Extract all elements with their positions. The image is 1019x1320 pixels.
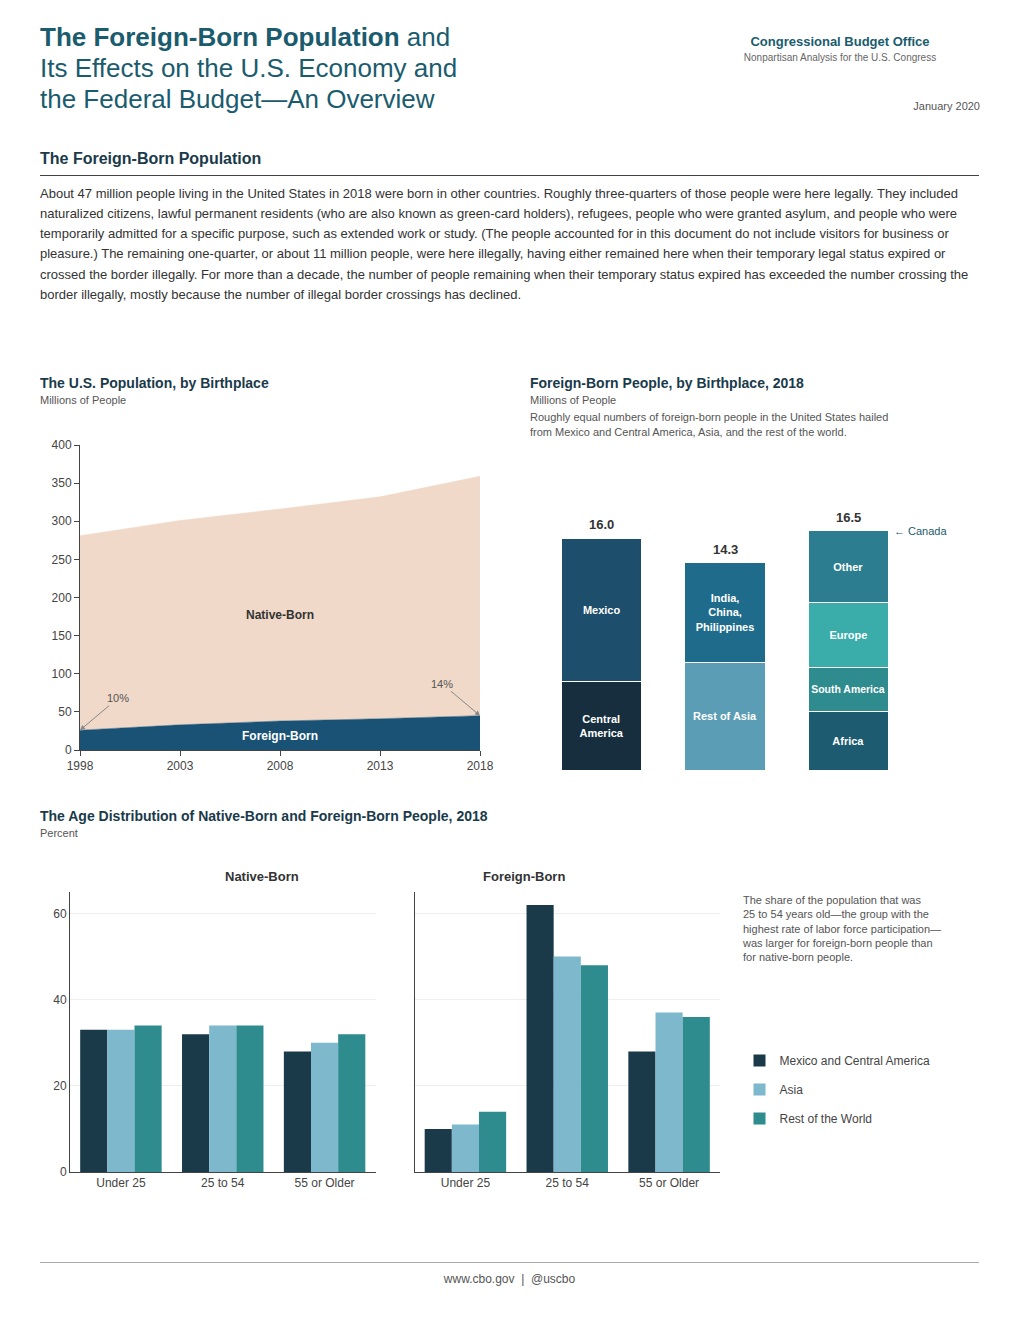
svg-text:← Canada: ← Canada <box>894 525 947 537</box>
html-text:The Age Distribution of Native: The Age Distribution of Native-Born and … <box>40 808 488 824</box>
svg-text:Rest of Asia: Rest of Asia <box>693 710 757 722</box>
svg-text:2003: 2003 <box>167 759 194 773</box>
svg-text:The share of the population th: The share of the population that was25 t… <box>742 894 941 963</box>
html-text:About 47 million people living: About 47 million people living in the Un… <box>40 186 969 302</box>
svg-text:14.3: 14.3 <box>713 542 738 557</box>
svg-text:0: 0 <box>60 1165 67 1179</box>
svg-text:100: 100 <box>52 667 72 681</box>
svg-text:200: 200 <box>52 591 72 605</box>
svg-text:2008: 2008 <box>267 759 294 773</box>
svg-text:Native-Born: Native-Born <box>225 869 299 884</box>
svg-text:Native-Born: Native-Born <box>246 608 314 622</box>
html-text:Congressional Budget Office: Congressional Budget Office <box>750 34 930 49</box>
svg-text:300: 300 <box>52 514 72 528</box>
svg-text:10%: 10% <box>107 692 129 704</box>
svg-text:60: 60 <box>53 907 67 921</box>
html-text:Percent: Percent <box>40 827 78 839</box>
html-text:Roughly equal numbers of forei: Roughly equal numbers of foreign-born pe… <box>530 411 889 439</box>
html-text:January 2020: January 2020 <box>913 100 980 112</box>
svg-text:Foreign-Born: Foreign-Born <box>242 729 318 743</box>
svg-text:55 or Older: 55 or Older <box>639 1176 699 1190</box>
svg-text:1998: 1998 <box>67 759 94 773</box>
svg-text:Under 25: Under 25 <box>441 1176 491 1190</box>
svg-text:14%: 14% <box>431 678 453 690</box>
svg-text:South America: South America <box>811 684 884 695</box>
svg-text:Mexico and Central America: Mexico and Central America <box>780 1054 930 1068</box>
html-text:Nonpartisan Analysis for the U: Nonpartisan Analysis for the U.S. Congre… <box>743 52 937 63</box>
svg-text:16.0: 16.0 <box>589 517 614 532</box>
svg-text:2013: 2013 <box>367 759 394 773</box>
svg-text:150: 150 <box>52 629 72 643</box>
html-text:Foreign-Born People, by Birthp: Foreign-Born People, by Birthplace, 2018 <box>530 375 804 391</box>
svg-text:50: 50 <box>58 705 72 719</box>
html-text:Millions of People: Millions of People <box>40 394 127 406</box>
svg-text:Foreign-Born: Foreign-Born <box>483 869 565 884</box>
svg-text:250: 250 <box>52 553 72 567</box>
svg-text:25 to 54: 25 to 54 <box>201 1176 245 1190</box>
svg-text:40: 40 <box>53 993 67 1007</box>
svg-text:Under 25: Under 25 <box>96 1176 146 1190</box>
html-text:www.cbo.gov | @uscbo: www.cbo.gov | @uscbo <box>443 1272 576 1286</box>
svg-text:India,China,Philippines: India,China,Philippines <box>696 592 755 633</box>
svg-text:CentralAmerica: CentralAmerica <box>580 713 624 739</box>
svg-text:55 or Older: 55 or Older <box>295 1176 355 1190</box>
svg-text:Europe: Europe <box>829 629 867 641</box>
html-text:The Foreign-Born Population an: The Foreign-Born Population and Its Effe… <box>40 22 458 115</box>
svg-text:Asia: Asia <box>780 1083 804 1097</box>
svg-text:Mexico: Mexico <box>583 604 621 616</box>
html-text:The Foreign-Born Population: The Foreign-Born Population <box>40 150 262 167</box>
svg-text:20: 20 <box>53 1079 67 1093</box>
html-text:Millions of People: Millions of People <box>530 394 617 406</box>
svg-text:0: 0 <box>65 743 72 757</box>
svg-text:16.5: 16.5 <box>836 510 861 525</box>
svg-text:2018: 2018 <box>467 759 494 773</box>
svg-text:400: 400 <box>52 438 72 452</box>
svg-text:350: 350 <box>52 476 72 490</box>
svg-text:Africa: Africa <box>832 735 864 747</box>
svg-text:Other: Other <box>833 561 863 573</box>
svg-text:25 to 54: 25 to 54 <box>546 1176 590 1190</box>
html-text:The U.S. Population, by Birthp: The U.S. Population, by Birthplace <box>40 375 269 391</box>
svg-text:Rest of the World: Rest of the World <box>780 1112 872 1126</box>
